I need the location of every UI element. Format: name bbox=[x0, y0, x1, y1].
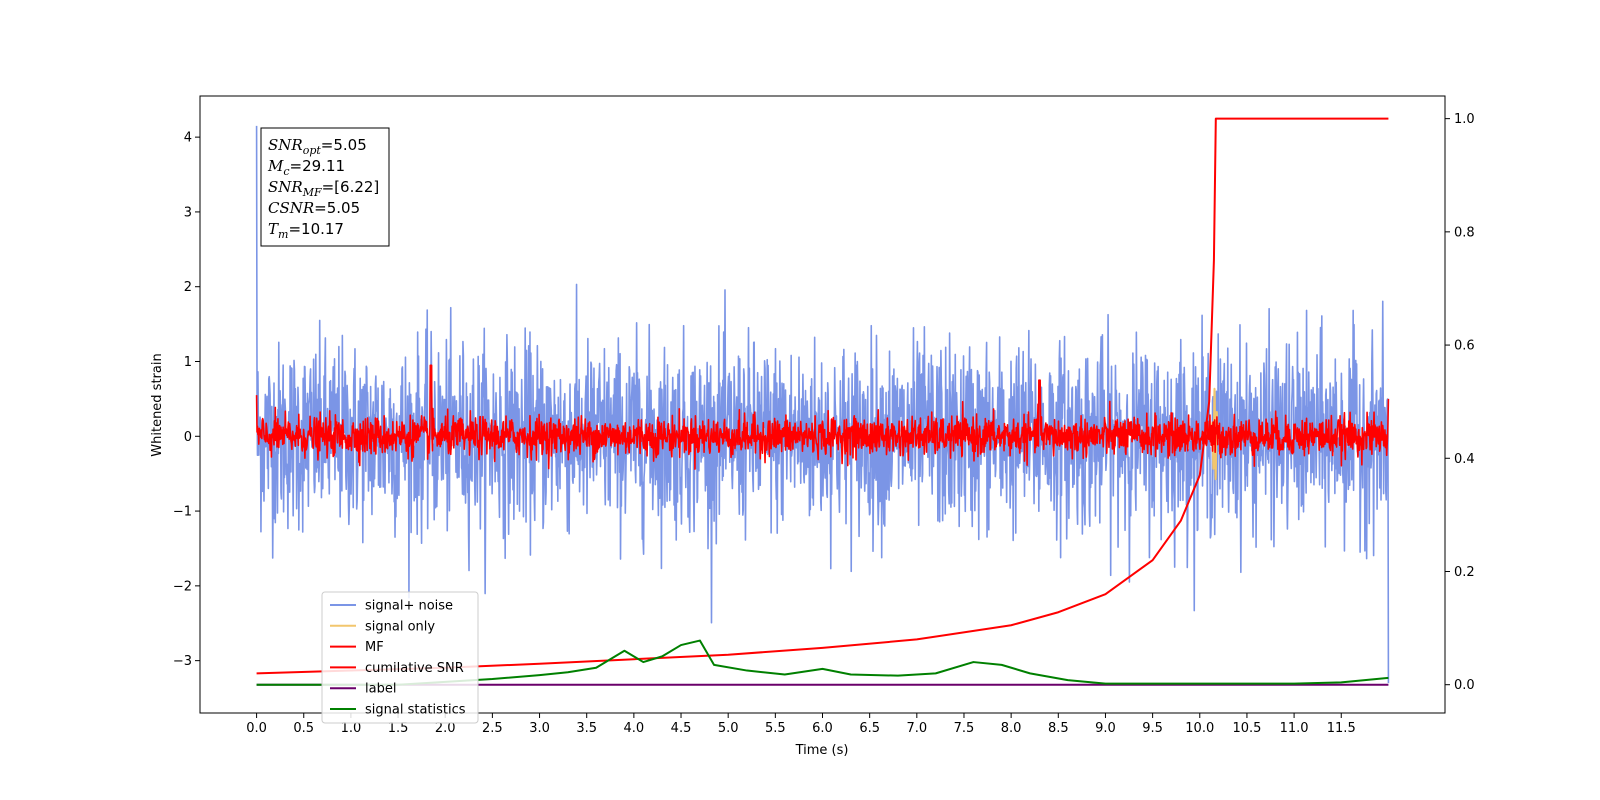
x-tick-label: 5.0 bbox=[718, 721, 739, 736]
annotation-value: =5.05 bbox=[321, 136, 367, 154]
x-tick-label: 8.0 bbox=[1001, 721, 1022, 736]
annotation-line: SNRMF=[6.22] bbox=[268, 178, 379, 199]
annotation-symbol: CSNR bbox=[268, 199, 314, 217]
x-tick-label: 1.0 bbox=[341, 721, 362, 736]
series-line-mf bbox=[255, 364, 1390, 470]
annotation-subscript: m bbox=[278, 228, 288, 241]
annotation-box: SNRopt=5.05Mc=29.11SNRMF=[6.22]CSNR=5.05… bbox=[260, 127, 390, 247]
x-tick-label: 0.5 bbox=[293, 721, 314, 736]
y-tick-label: 3 bbox=[184, 205, 192, 220]
y-tick-label: −3 bbox=[173, 654, 192, 669]
x-tick-label: 2.5 bbox=[482, 721, 503, 736]
y-tick-label: 0 bbox=[184, 430, 192, 445]
legend-label-cumilative-snr: cumilative SNR bbox=[365, 661, 464, 676]
annotation-value: =29.11 bbox=[290, 157, 346, 175]
y-axis-right: 0.0 0.2 0.4 0.6 0.8 1.0 bbox=[1445, 112, 1475, 693]
series-layer bbox=[255, 117, 1390, 686]
annotation-line: Mc=29.11 bbox=[267, 157, 345, 178]
legend: signal+ noise signal only MF cumilative SNR… bbox=[321, 591, 479, 724]
annotation-line: Tm=10.17 bbox=[268, 220, 344, 241]
y-tick-label: 4 bbox=[184, 131, 192, 146]
x-tick-label: 4.0 bbox=[624, 721, 645, 736]
x-tick-label: 6.0 bbox=[812, 721, 833, 736]
annotation-line: SNRopt=5.05 bbox=[268, 136, 367, 157]
y2-tick-label: 0.0 bbox=[1454, 678, 1475, 693]
y2-tick-label: 1.0 bbox=[1454, 112, 1475, 127]
y2-tick-label: 0.6 bbox=[1454, 339, 1475, 354]
x-tick-label: 3.5 bbox=[576, 721, 597, 736]
x-tick-label: 6.5 bbox=[859, 721, 880, 736]
x-tick-label: 4.5 bbox=[671, 721, 692, 736]
x-tick-label: 2.0 bbox=[435, 721, 456, 736]
legend-frame bbox=[321, 591, 479, 724]
y-tick-label: 2 bbox=[184, 280, 192, 295]
x-tick-label: 11.0 bbox=[1280, 721, 1309, 736]
series-line-signal-statistics bbox=[256, 639, 1389, 686]
annotation-subscript: c bbox=[283, 165, 289, 178]
x-axis-label: Time (s) bbox=[795, 743, 849, 758]
x-tick-label: 11.5 bbox=[1327, 721, 1356, 736]
series-line-cumilative-snr bbox=[256, 117, 1389, 675]
legend-label-signal-statistics: signal statistics bbox=[365, 703, 466, 718]
annotation-value: =10.17 bbox=[288, 220, 344, 238]
y2-tick-label: 0.8 bbox=[1454, 225, 1475, 240]
x-tick-label: 3.0 bbox=[529, 721, 550, 736]
annotation-subscript: MF bbox=[302, 186, 322, 199]
annotation-subscript: opt bbox=[303, 144, 322, 157]
annotation-symbol: T bbox=[268, 220, 279, 238]
series-group bbox=[255, 117, 1390, 686]
annotation-symbol: SNR bbox=[268, 136, 303, 154]
annotation-line: CSNR=5.05 bbox=[268, 199, 360, 217]
x-tick-label: 7.0 bbox=[906, 721, 927, 736]
legend-label-mf: MF bbox=[365, 640, 384, 655]
y2-tick-label: 0.4 bbox=[1454, 452, 1475, 467]
annotation-value: =[6.22] bbox=[322, 178, 380, 196]
y-axis-left: −3 −2 −1 0 1 2 3 4 bbox=[173, 131, 200, 669]
y-axis-label: Whitened strain bbox=[150, 353, 165, 456]
x-tick-label: 0.0 bbox=[246, 721, 267, 736]
x-tick-label: 5.5 bbox=[765, 721, 786, 736]
x-tick-label: 9.5 bbox=[1142, 721, 1163, 736]
annotation-value: =5.05 bbox=[314, 199, 360, 217]
x-tick-label: 7.5 bbox=[954, 721, 975, 736]
annotation-frame bbox=[260, 127, 390, 247]
x-tick-label: 1.5 bbox=[388, 721, 409, 736]
y-tick-label: −1 bbox=[173, 505, 192, 520]
x-tick-label: 8.5 bbox=[1048, 721, 1069, 736]
legend-label-signal-only: signal only bbox=[365, 619, 435, 634]
x-tick-label: 10.0 bbox=[1185, 721, 1214, 736]
y-tick-label: −2 bbox=[173, 579, 192, 594]
annotation-symbol: M bbox=[267, 157, 284, 175]
x-tick-label: 10.5 bbox=[1232, 721, 1261, 736]
y-tick-label: 1 bbox=[184, 355, 192, 370]
legend-label-label: label bbox=[365, 682, 396, 697]
x-axis: 0.0 0.5 1.0 1.5 2.0 2.5 3.0 3.5 4.0 4.5 5.0 5.5 6.0 6… bbox=[246, 713, 1356, 736]
y2-tick-label: 0.2 bbox=[1454, 565, 1475, 580]
annotation-symbol: SNR bbox=[268, 178, 303, 196]
x-tick-label: 9.0 bbox=[1095, 721, 1116, 736]
legend-label-signal-noise: signal+ noise bbox=[365, 599, 453, 614]
